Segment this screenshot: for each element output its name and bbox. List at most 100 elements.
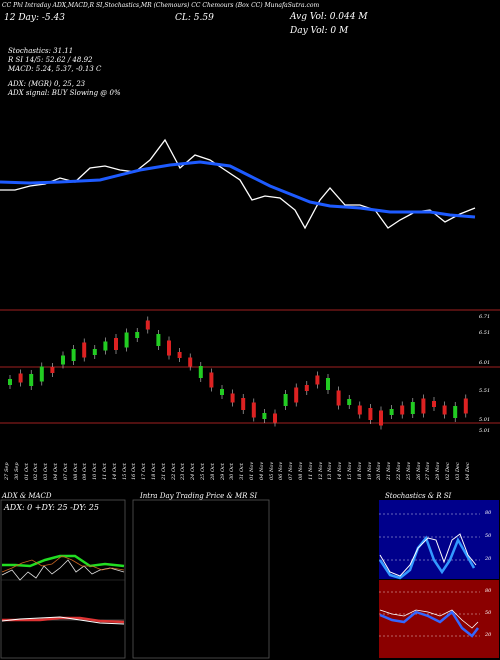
date-label: 15 Oct (121, 463, 128, 480)
candle-body (82, 342, 87, 358)
date-label: 01 Nov (249, 461, 255, 480)
rsi-axis-label: 80 (485, 588, 492, 594)
candle-body (304, 385, 309, 391)
candlesticks (8, 316, 468, 430)
candle-body (357, 405, 362, 415)
candle-body (262, 413, 267, 419)
candle-body (167, 340, 171, 356)
date-label: 30 Oct (229, 463, 236, 480)
date-label: 18 Nov (356, 461, 363, 480)
candle-body (177, 352, 182, 358)
candle-body (368, 408, 373, 420)
date-label: 21 Oct (160, 463, 167, 480)
candle-body (400, 405, 405, 415)
avg-volume: Avg Vol: 0.044 M (290, 12, 368, 22)
date-label: 08 Oct (72, 463, 79, 480)
date-label: 25 Oct (200, 463, 206, 480)
date-label: 20 Nov (376, 461, 383, 480)
candle-body (39, 366, 44, 382)
date-label: 19 Nov (366, 461, 373, 480)
candle-body (379, 410, 383, 426)
candle-body (326, 378, 330, 390)
date-label: 03 Dec (454, 462, 461, 480)
stoch-value: Stochastics: 31.11 (8, 47, 74, 55)
day-volume: Day Vol: 0 M (290, 26, 349, 36)
date-label: 01 Oct (23, 463, 30, 480)
date-label: 12 Nov (317, 461, 324, 480)
price-axis-label: 5.01 (479, 428, 491, 434)
macd-value: MACD: 5.24, 5.37, -0.13 C (8, 65, 102, 73)
header-date-label: 12 Day: -5.43 (4, 13, 65, 23)
candle-body (432, 401, 436, 407)
moving-average-line (0, 160, 476, 219)
date-label: 07 Nov (288, 461, 295, 480)
candle-body (421, 398, 426, 414)
stoch-panel-title: Stochastics & R SI (385, 492, 452, 500)
price-axis-label: 5.01 (479, 417, 491, 423)
adx-panel-title: ADX & MACD (2, 492, 52, 500)
candle-body (283, 394, 288, 406)
adx-value: ADX: (MGR) 0, 25, 23 (8, 80, 86, 88)
date-label: 24 Oct (190, 463, 197, 480)
date-label: 04 Nov (258, 461, 265, 480)
date-label: 05 Nov (268, 461, 275, 480)
date-label: 17 Oct (141, 463, 148, 480)
date-label: 09 Oct (82, 463, 89, 480)
date-label: 08 Nov (298, 461, 304, 480)
date-label: 14 Nov (337, 461, 344, 480)
candle-body (251, 402, 256, 418)
candle-body (294, 387, 299, 403)
date-label: 04 Dec (464, 462, 471, 480)
rsi-axis-label: 20 (485, 632, 492, 638)
date-label: 30 Sep (13, 462, 20, 480)
adx-signal: ADX signal: BUY Slowing @ 0% (8, 89, 121, 97)
date-label: 31 Oct (239, 463, 246, 480)
candle-body (315, 375, 320, 385)
rsi-axis-label: 50 (485, 610, 492, 616)
candle-body (336, 390, 341, 406)
candle-body (135, 332, 140, 338)
date-label: 21 Nov (386, 461, 393, 480)
candle-body (29, 374, 34, 386)
date-label: 22 Nov (396, 461, 402, 480)
price-axis-label: 6.71 (479, 314, 491, 320)
candle-body (18, 373, 23, 383)
date-label: 25 Nov (405, 461, 412, 480)
candle-body (453, 406, 458, 418)
date-label: 28 Oct (209, 463, 216, 480)
candle-body (103, 341, 108, 351)
candle-body (241, 398, 246, 410)
candle-body (145, 320, 150, 330)
date-label: 04 Oct (53, 463, 59, 480)
candle-body (92, 349, 97, 355)
candle-body (61, 355, 65, 365)
price-axis-label: 5.51 (479, 388, 491, 394)
candle-body (273, 413, 277, 423)
candle-body (442, 405, 447, 415)
date-label: 11 Oct (102, 463, 108, 480)
date-label: 07 Oct (62, 463, 69, 480)
date-label: 29 Nov (435, 461, 442, 480)
date-label: 22 Oct (170, 463, 177, 480)
candle-body (347, 399, 352, 405)
candle-body (188, 357, 193, 367)
date-label: 27 Sep (4, 462, 10, 480)
date-label: 26 Nov (415, 461, 422, 480)
price-line (0, 138, 476, 230)
candle-body (8, 379, 12, 385)
date-label: 27 Nov (425, 461, 432, 480)
candle-body (220, 389, 224, 395)
date-label: 03 Oct (43, 463, 50, 480)
candle-body (463, 398, 468, 414)
date-label: 06 Nov (278, 461, 285, 480)
date-label: 15 Nov (347, 461, 353, 480)
price-axis-label: 6.51 (479, 330, 491, 336)
date-label: 29 Oct (219, 463, 226, 480)
candle-body (50, 367, 55, 373)
rsi-value: R SI 14/5: 52.62 / 48.92 (8, 56, 93, 64)
date-label: 02 Oct (33, 463, 40, 480)
candle-body (389, 409, 394, 415)
candle-body (156, 334, 161, 346)
stoch-axis-label: 80 (485, 510, 492, 516)
